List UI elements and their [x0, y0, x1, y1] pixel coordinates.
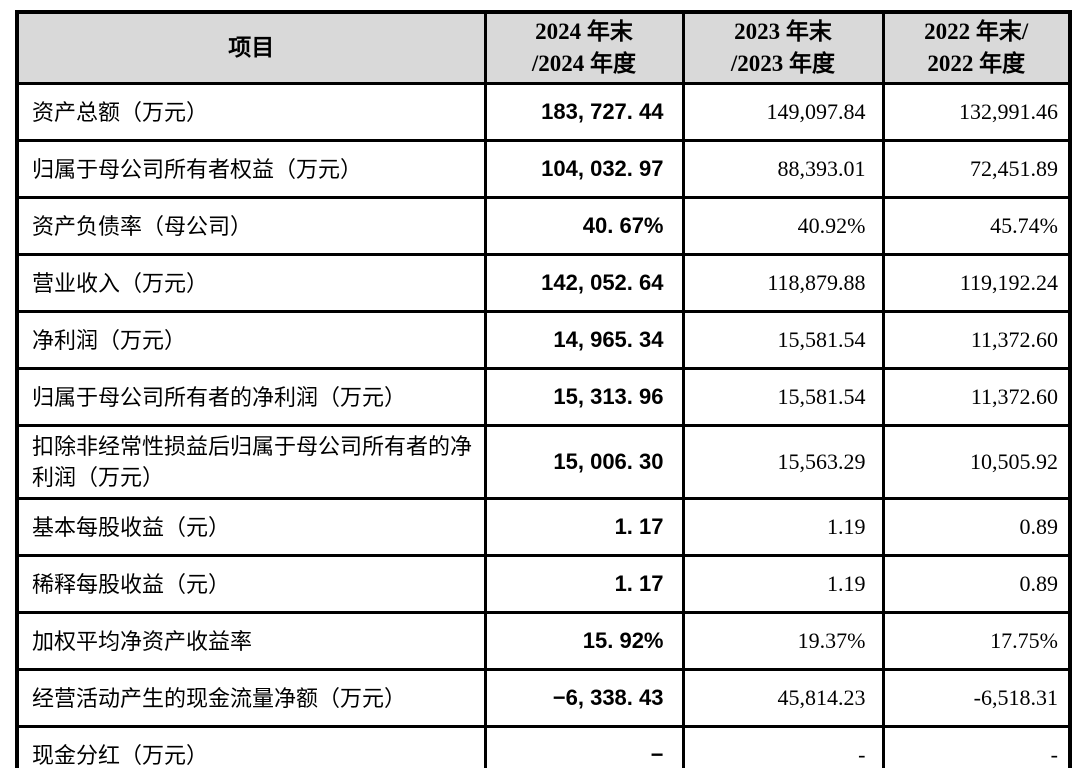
value-2024: 15, 313. 96 [483, 367, 685, 427]
value-2024: 142, 052. 64 [483, 253, 685, 313]
value-2023: 1.19 [681, 497, 885, 557]
table-row: 归属于母公司所有者权益（万元） 104, 032. 97 88,393.01 7… [15, 139, 1072, 199]
value-2023: - [681, 725, 885, 768]
table-row: 加权平均净资产收益率 15. 92% 19.37% 17.75% [15, 611, 1072, 671]
header-2023-line2: /2023 年度 [730, 51, 836, 76]
header-2022-line1: 2022 年末/ [924, 19, 1029, 44]
value-2022: 17.75% [881, 611, 1072, 671]
value-2022: 0.89 [881, 497, 1072, 557]
value-2023: 15,563.29 [681, 424, 885, 500]
header-item-label: 项目 [228, 35, 275, 60]
row-label: 营业收入（万元） [15, 253, 487, 313]
value-2024: 14, 965. 34 [483, 310, 685, 370]
value-2022: 45.74% [881, 196, 1072, 256]
value-2024: 15. 92% [483, 611, 685, 671]
table-row: 资产总额（万元） 183, 727. 44 149,097.84 132,991… [15, 82, 1072, 142]
value-2024: 40. 67% [483, 196, 685, 256]
table-row: 净利润（万元） 14, 965. 34 15,581.54 11,372.60 [15, 310, 1072, 370]
header-2023-column: 2023 年末 /2023 年度 [681, 10, 885, 85]
value-2022: 11,372.60 [881, 310, 1072, 370]
value-2022: 132,991.46 [881, 82, 1072, 142]
value-2024: 15, 006. 30 [483, 424, 685, 500]
value-2023: 118,879.88 [681, 253, 885, 313]
header-2023-line1: 2023 年末 [734, 19, 832, 44]
header-2024-line2: /2024 年度 [531, 51, 637, 76]
value-2023: 15,581.54 [681, 310, 885, 370]
header-2024-line1: 2024 年末 [535, 19, 633, 44]
value-2023: 15,581.54 [681, 367, 885, 427]
row-label: 资产总额（万元） [15, 82, 487, 142]
value-2022: 11,372.60 [881, 367, 1072, 427]
value-2023: 19.37% [681, 611, 885, 671]
value-2023: 149,097.84 [681, 82, 885, 142]
header-2022-line2: 2022 年度 [927, 51, 1026, 76]
value-2022: 119,192.24 [881, 253, 1072, 313]
header-2024-column: 2024 年末 /2024 年度 [483, 10, 685, 85]
value-2022: -6,518.31 [881, 668, 1072, 728]
value-2023: 1.19 [681, 554, 885, 614]
value-2023: 45,814.23 [681, 668, 885, 728]
row-label: 净利润（万元） [15, 310, 487, 370]
value-2022: 72,451.89 [881, 139, 1072, 199]
value-2024: 183, 727. 44 [483, 82, 685, 142]
row-label: 资产负债率（母公司） [15, 196, 487, 256]
row-label: 归属于母公司所有者的净利润（万元） [15, 367, 487, 427]
table-row: 经营活动产生的现金流量净额（万元） −6, 338. 43 45,814.23 … [15, 668, 1072, 728]
table-row: 稀释每股收益（元） 1. 17 1.19 0.89 [15, 554, 1072, 614]
table-row: 归属于母公司所有者的净利润（万元） 15, 313. 96 15,581.54 … [15, 367, 1072, 427]
row-label: 加权平均净资产收益率 [15, 611, 487, 671]
value-2022: 0.89 [881, 554, 1072, 614]
table-row: 现金分红（万元） − - - [15, 725, 1072, 768]
table-row: 基本每股收益（元） 1. 17 1.19 0.89 [15, 497, 1072, 557]
value-2022: - [881, 725, 1072, 768]
value-2024: 1. 17 [483, 554, 685, 614]
row-label: 现金分红（万元） [15, 725, 487, 768]
value-2022: 10,505.92 [881, 424, 1072, 500]
header-2022-column: 2022 年末/ 2022 年度 [881, 10, 1072, 85]
row-label: 稀释每股收益（元） [15, 554, 487, 614]
value-2024: 1. 17 [483, 497, 685, 557]
row-label: 基本每股收益（元） [15, 497, 487, 557]
row-label: 经营活动产生的现金流量净额（万元） [15, 668, 487, 728]
table-row: 扣除非经常性损益后归属于母公司所有者的净利润（万元） 15, 006. 30 1… [15, 424, 1072, 500]
value-2024: − [483, 725, 685, 768]
value-2023: 40.92% [681, 196, 885, 256]
header-item-column: 项目 [15, 10, 487, 85]
table-row: 资产负债率（母公司） 40. 67% 40.92% 45.74% [15, 196, 1072, 256]
row-label: 扣除非经常性损益后归属于母公司所有者的净利润（万元） [15, 424, 487, 500]
row-label: 归属于母公司所有者权益（万元） [15, 139, 487, 199]
value-2023: 88,393.01 [681, 139, 885, 199]
table-header-row: 项目 2024 年末 /2024 年度 2023 年末 /2023 年度 202… [15, 10, 1072, 85]
value-2024: −6, 338. 43 [483, 668, 685, 728]
table-row: 营业收入（万元） 142, 052. 64 118,879.88 119,192… [15, 253, 1072, 313]
value-2024: 104, 032. 97 [483, 139, 685, 199]
financial-summary-table: 项目 2024 年末 /2024 年度 2023 年末 /2023 年度 202… [15, 10, 1072, 768]
